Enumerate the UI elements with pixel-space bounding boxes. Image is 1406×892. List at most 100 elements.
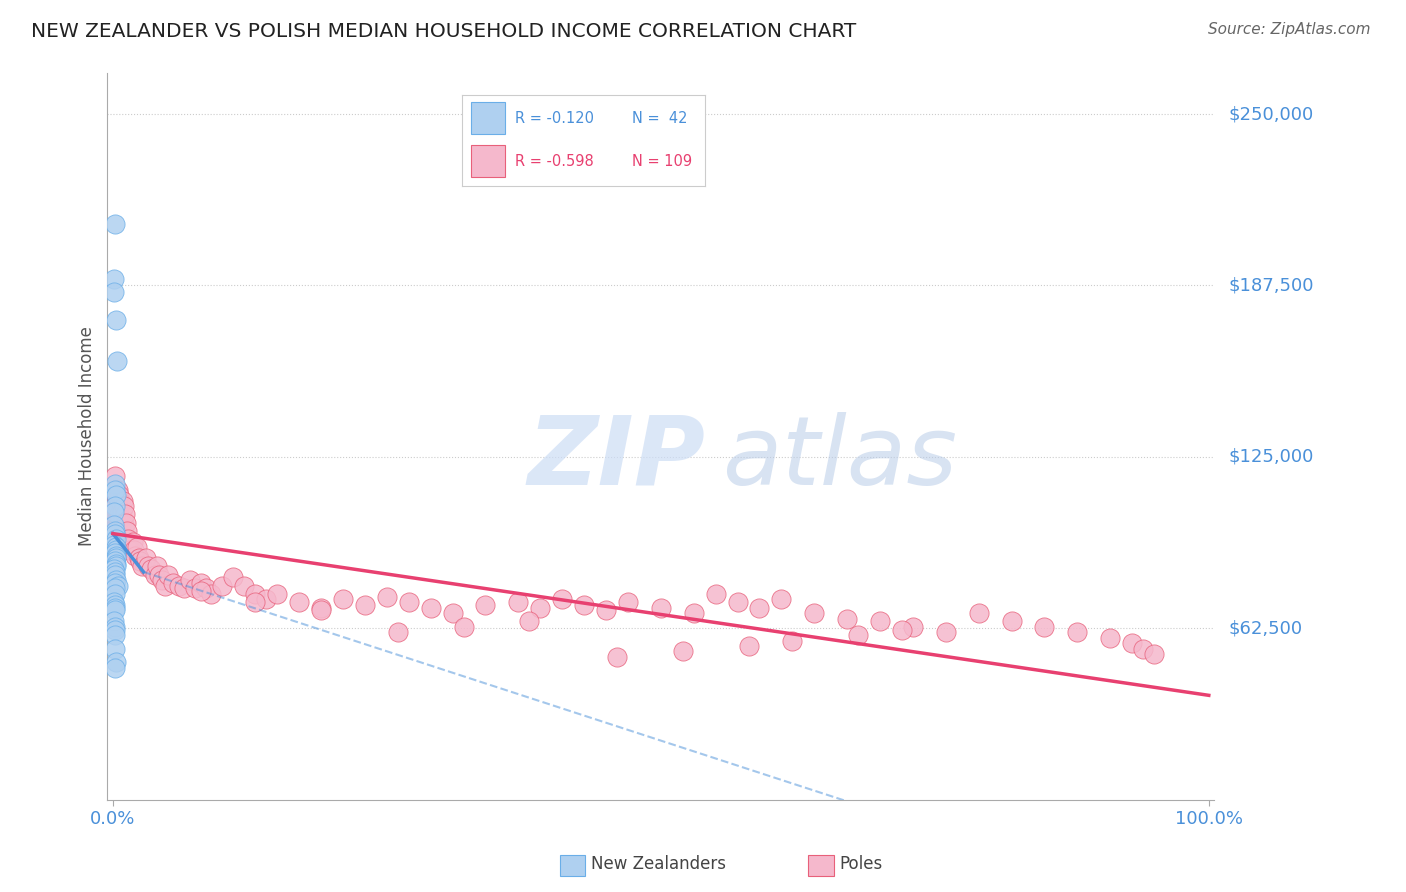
Point [770, 592, 793, 607]
Point [1000, 615, 1022, 629]
Point [104, 600, 127, 615]
Point [288, 595, 311, 609]
Point [354, 598, 377, 612]
Point [111, 505, 134, 519]
Point [104, 603, 127, 617]
Point [103, 562, 125, 576]
Point [131, 559, 153, 574]
Text: ZIP: ZIP [529, 411, 706, 505]
Point [179, 573, 201, 587]
Text: atlas: atlas [721, 411, 956, 505]
Point [890, 623, 912, 637]
Point [114, 508, 136, 522]
Point [105, 532, 128, 546]
Point [110, 516, 132, 530]
Point [105, 549, 128, 563]
Point [105, 508, 128, 522]
Point [110, 496, 132, 510]
Y-axis label: Median Household Income: Median Household Income [79, 326, 96, 546]
Point [245, 587, 267, 601]
Point [1143, 647, 1166, 661]
Point [105, 551, 128, 566]
Point [104, 217, 127, 231]
Point [1099, 631, 1122, 645]
Point [254, 592, 277, 607]
Point [104, 661, 127, 675]
Point [105, 532, 128, 546]
Point [211, 579, 233, 593]
Point [266, 587, 288, 601]
Point [108, 508, 131, 522]
Point [419, 600, 441, 615]
Point [105, 529, 128, 543]
Point [105, 656, 128, 670]
Point [104, 499, 127, 513]
Point [156, 567, 179, 582]
Point [529, 600, 551, 615]
Point [104, 565, 127, 579]
Point [104, 582, 127, 596]
Point [222, 570, 245, 584]
Point [121, 534, 143, 549]
Point [103, 595, 125, 609]
Point [103, 271, 125, 285]
Point [120, 543, 142, 558]
Point [332, 592, 354, 607]
Point [901, 620, 924, 634]
Text: Source: ZipAtlas.com: Source: ZipAtlas.com [1208, 22, 1371, 37]
Text: $187,500: $187,500 [1229, 277, 1313, 294]
Point [782, 633, 804, 648]
Point [105, 541, 128, 555]
Point [551, 592, 574, 607]
Point [104, 641, 127, 656]
Point [453, 620, 475, 634]
Point [104, 505, 127, 519]
Point [104, 469, 127, 483]
Point [108, 488, 131, 502]
Point [1066, 625, 1088, 640]
Point [104, 620, 127, 634]
Point [190, 584, 212, 599]
Point [129, 554, 152, 568]
Point [748, 600, 770, 615]
Point [148, 567, 170, 582]
Point [105, 488, 128, 502]
Point [606, 649, 628, 664]
Point [112, 499, 135, 513]
Point [107, 518, 129, 533]
Point [105, 491, 128, 505]
Point [617, 595, 640, 609]
Point [104, 477, 127, 491]
Point [124, 549, 146, 563]
Point [107, 483, 129, 497]
Point [104, 587, 127, 601]
Text: $125,000: $125,000 [1229, 448, 1313, 466]
Point [103, 537, 125, 551]
Point [128, 551, 150, 566]
Point [104, 483, 127, 497]
Point [155, 579, 177, 593]
Point [572, 598, 595, 612]
Point [967, 606, 990, 620]
Point [309, 600, 332, 615]
Point [309, 603, 332, 617]
Point [115, 524, 138, 538]
Point [517, 615, 540, 629]
Point [935, 625, 957, 640]
Point [104, 623, 127, 637]
Point [103, 518, 125, 533]
Point [143, 567, 166, 582]
Text: $62,500: $62,500 [1229, 619, 1302, 637]
Point [803, 606, 825, 620]
Point [474, 598, 496, 612]
Point [233, 579, 256, 593]
Point [704, 587, 727, 601]
Point [104, 485, 127, 500]
Point [122, 543, 145, 558]
Point [103, 285, 125, 300]
Point [104, 524, 127, 538]
Point [737, 639, 759, 653]
Point [1121, 636, 1143, 650]
Point [650, 600, 672, 615]
Point [869, 615, 891, 629]
